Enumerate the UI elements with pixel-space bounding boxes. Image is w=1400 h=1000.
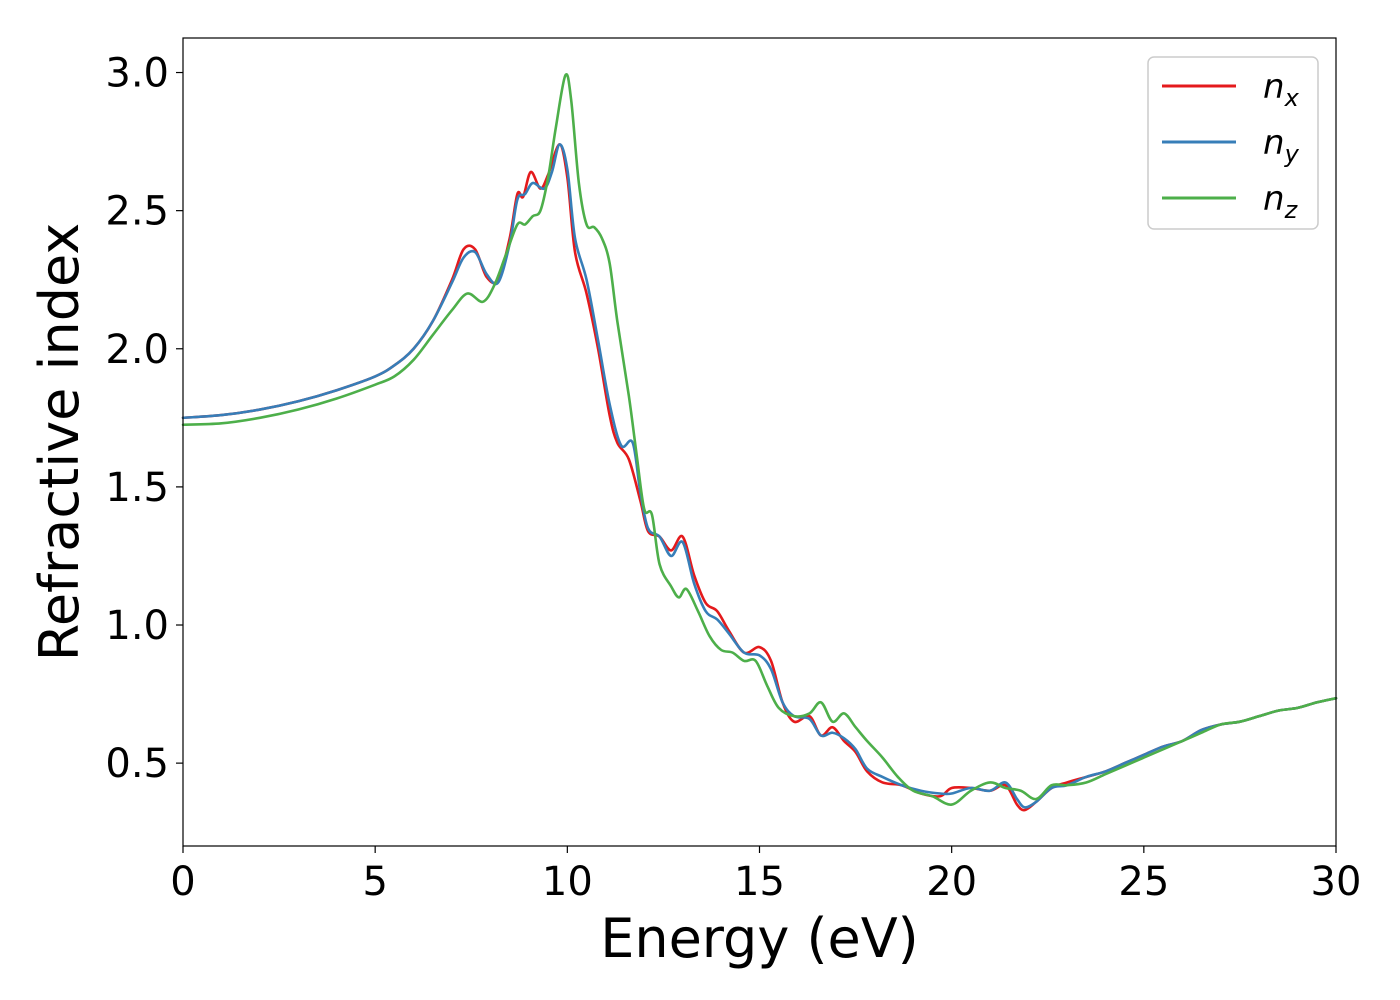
x-tick-label: 10: [542, 859, 593, 905]
x-axis-ticks: 0 5 10 15 20 25 30: [170, 846, 1361, 905]
x-tick-label: 30: [1311, 859, 1362, 905]
legend-label-y: ny: [1263, 123, 1300, 168]
x-tick-label: 15: [734, 859, 785, 905]
legend-label-z: nz: [1263, 179, 1299, 224]
legend-label-subscript: z: [1284, 196, 1299, 224]
legend-label-base: n: [1263, 67, 1285, 107]
legend-label-x: nx: [1263, 67, 1300, 112]
series-layer: [181, 73, 1338, 812]
y-tick-label: 0.5: [105, 741, 169, 787]
series-line-z: [181, 73, 1338, 806]
y-tick-label: 2.0: [105, 327, 169, 373]
x-axis-title: Energy (eV): [600, 907, 919, 970]
y-tick-label: 1.0: [105, 603, 169, 649]
legend-label-subscript: x: [1284, 84, 1300, 112]
series-line-y: [181, 143, 1338, 809]
y-tick-label: 2.5: [105, 189, 169, 235]
x-tick-label: 0: [170, 859, 195, 905]
legend-label-base: n: [1263, 123, 1285, 163]
y-axis-title: Refractive index: [28, 223, 91, 662]
x-tick-label: 20: [926, 859, 977, 905]
legend-label-base: n: [1263, 179, 1285, 219]
y-axis-ticks: 0.5 1.0 1.5 2.0 2.5 3.0: [105, 51, 183, 787]
y-tick-label: 3.0: [105, 51, 169, 97]
x-tick-label: 5: [362, 859, 387, 905]
x-tick-label: 25: [1118, 859, 1169, 905]
legend-label-subscript: y: [1284, 140, 1300, 168]
y-tick-label: 1.5: [105, 465, 169, 511]
